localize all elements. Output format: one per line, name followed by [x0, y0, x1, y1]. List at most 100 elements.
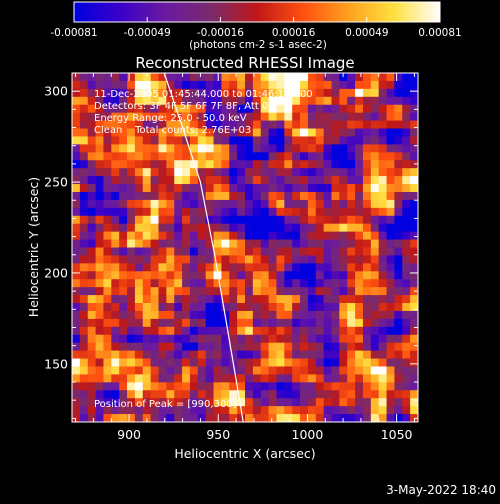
- heatmap-cell: [323, 223, 333, 233]
- heatmap-cell: [79, 271, 89, 280]
- heatmap-cell: [103, 223, 112, 233]
- heatmap-cell: [79, 326, 89, 336]
- heatmap-cell: [410, 271, 418, 280]
- heatmap-cell: [252, 191, 262, 201]
- heatmap-cell: [323, 350, 333, 360]
- heatmap-cell: [276, 199, 285, 209]
- heatmap-cell: [229, 350, 238, 360]
- heatmap-cell: [386, 128, 396, 138]
- heatmap-cell: [292, 160, 301, 169]
- heatmap-cell: [245, 199, 254, 209]
- heatmap-cell: [166, 128, 175, 138]
- heatmap-cell: [362, 295, 372, 304]
- heatmap-cell: [362, 303, 372, 312]
- heatmap-cell: [127, 231, 136, 241]
- heatmap-cell: [197, 374, 207, 383]
- heatmap-cell: [229, 334, 238, 344]
- heatmap-cell: [292, 303, 301, 312]
- heatmap-cell: [189, 80, 199, 90]
- heatmap-cell: [119, 358, 128, 368]
- heatmap-cell: [134, 168, 144, 177]
- heatmap-cell: [213, 295, 223, 304]
- heatmap-cell: [103, 310, 112, 320]
- heatmap-cell: [394, 96, 403, 106]
- heatmap-cell: [229, 271, 238, 280]
- heatmap-cell: [268, 334, 278, 344]
- heatmap-cell: [158, 342, 167, 352]
- heatmap-cell: [268, 176, 278, 185]
- heatmap-cell: [323, 231, 333, 241]
- heatmap-cell: [87, 120, 97, 130]
- heatmap-cell: [386, 215, 396, 225]
- heatmap-cell: [142, 334, 152, 344]
- heatmap-cell: [158, 374, 167, 383]
- heatmap-cell: [410, 112, 418, 122]
- heatmap-cell: [268, 239, 278, 249]
- heatmap-cell: [362, 176, 372, 185]
- heatmap-cell: [394, 215, 403, 225]
- heatmap-cell: [315, 88, 325, 98]
- heatmap-cell: [394, 160, 403, 169]
- heatmap-cell: [252, 255, 262, 264]
- heatmap-cell: [166, 255, 175, 264]
- heatmap-cell: [119, 191, 128, 201]
- heatmap-cell: [245, 80, 254, 90]
- heatmap-cell: [378, 207, 388, 217]
- heatmap-cell: [95, 231, 105, 241]
- heatmap-cell: [386, 318, 396, 328]
- heatmap-cell: [331, 88, 340, 98]
- heatmap-cell: [174, 406, 183, 415]
- heatmap-cell: [284, 326, 293, 336]
- heatmap-cell: [87, 279, 97, 288]
- heatmap-cell: [134, 326, 144, 336]
- heatmap-cell: [252, 239, 262, 249]
- heatmap-cell: [292, 287, 301, 296]
- heatmap-cell: [205, 128, 215, 138]
- annotation-clean-counts: Clean Total counts: 2.76E+03: [94, 125, 251, 136]
- heatmap-cell: [323, 80, 333, 90]
- heatmap-cell: [355, 112, 364, 122]
- heatmap-cell: [111, 73, 120, 82]
- heatmap-cell: [378, 303, 388, 312]
- heatmap-cell: [300, 176, 309, 185]
- colorbar-tick-label: -0.00016: [197, 27, 245, 39]
- heatmap-cell: [410, 128, 418, 138]
- heatmap-cell: [268, 398, 278, 407]
- heatmap-cell: [370, 358, 380, 368]
- heatmap-cell: [292, 390, 301, 399]
- heatmap-cell: [315, 144, 325, 153]
- heatmap-cell: [245, 96, 254, 106]
- heatmap-cell: [142, 199, 152, 209]
- heatmap-cell: [245, 247, 254, 257]
- heatmap-cell: [134, 88, 144, 98]
- heatmap-cell: [292, 152, 301, 161]
- heatmap-cell: [158, 318, 167, 328]
- heatmap-cell: [402, 263, 411, 272]
- heatmap-cell: [339, 120, 348, 130]
- heatmap-cell: [386, 207, 396, 217]
- heatmap-cell: [221, 223, 230, 233]
- colorbar-ticks: [73, 17, 441, 22]
- heatmap-cell: [87, 184, 97, 193]
- heatmap-cell: [197, 318, 207, 328]
- heatmap-cell: [111, 80, 120, 90]
- heatmap-cell: [111, 231, 120, 241]
- heatmap-cell: [111, 120, 120, 130]
- heatmap-cell: [150, 295, 160, 304]
- heatmap-cell: [134, 342, 144, 352]
- heatmap-cell: [370, 255, 380, 264]
- heatmap-cell: [221, 287, 230, 296]
- heatmap-cell: [268, 223, 278, 233]
- heatmap-cell: [127, 136, 136, 145]
- heatmap-cell: [370, 318, 380, 328]
- heatmap-cell: [87, 104, 97, 114]
- heatmap-cell: [370, 104, 380, 114]
- heatmap-cell: [410, 263, 418, 272]
- heatmap-cell: [166, 207, 175, 217]
- heatmap-cell: [95, 334, 105, 344]
- heatmap-cell: [150, 334, 160, 344]
- heatmap-cell: [150, 318, 160, 328]
- heatmap-cell: [260, 271, 270, 280]
- heatmap-cell: [378, 334, 388, 344]
- heatmap-cell: [213, 358, 223, 368]
